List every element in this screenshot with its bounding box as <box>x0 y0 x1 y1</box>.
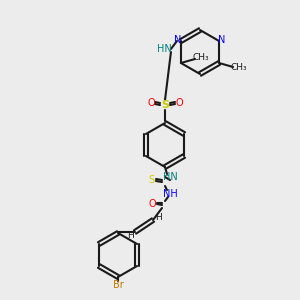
Text: O: O <box>147 98 155 108</box>
Text: S: S <box>161 100 169 110</box>
Text: O: O <box>148 199 156 209</box>
Text: H: H <box>127 230 134 239</box>
Text: CH₃: CH₃ <box>231 64 248 73</box>
Text: HN: HN <box>157 44 171 54</box>
Text: O: O <box>175 98 183 108</box>
Text: S: S <box>148 175 154 185</box>
Text: Br: Br <box>112 280 123 290</box>
Text: N: N <box>218 35 226 45</box>
Text: CH₃: CH₃ <box>193 53 209 62</box>
Text: HN: HN <box>163 172 177 182</box>
Text: NH: NH <box>163 189 177 199</box>
Text: H: H <box>154 212 161 221</box>
Text: N: N <box>174 35 182 45</box>
